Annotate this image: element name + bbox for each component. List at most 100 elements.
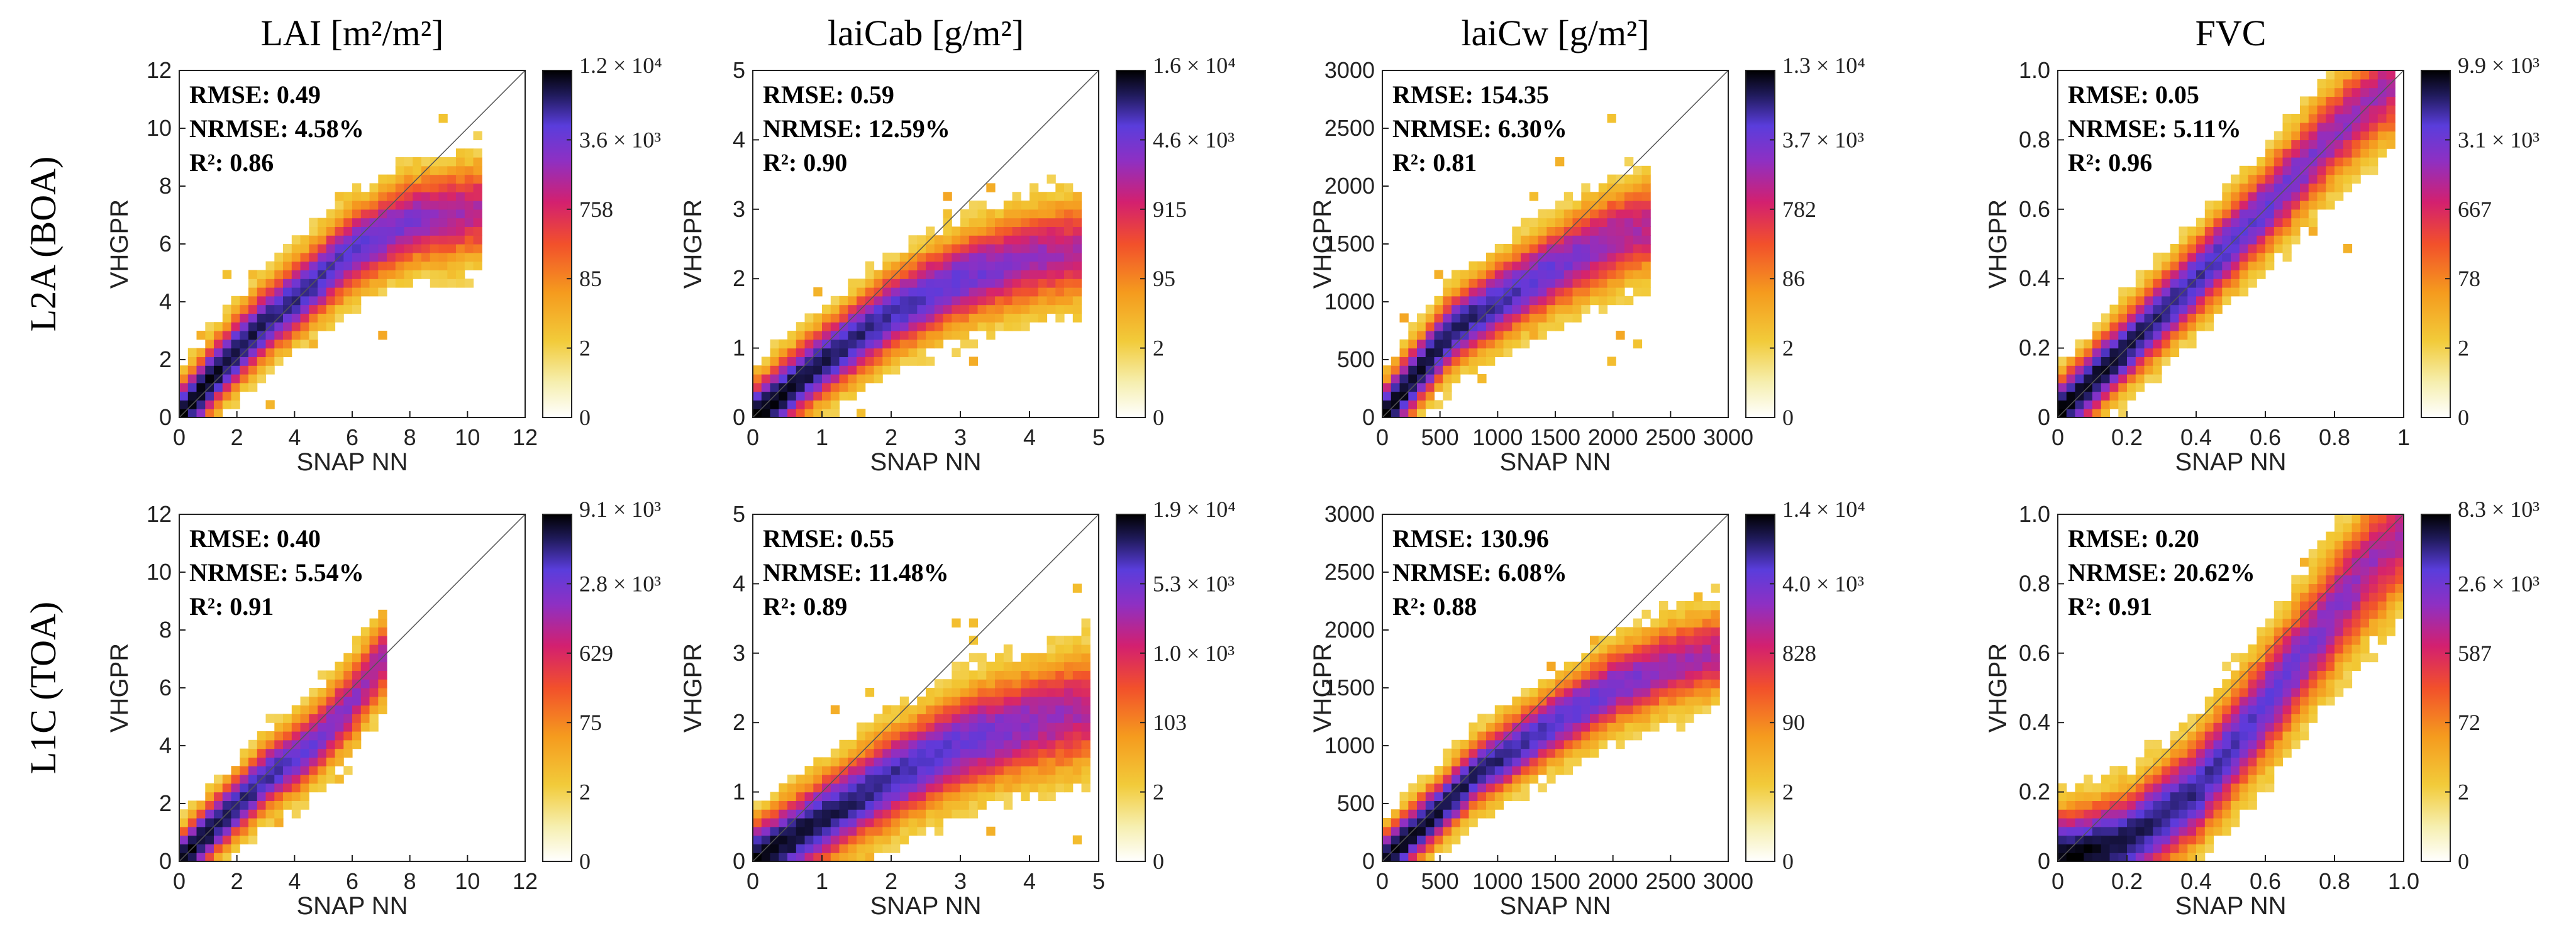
heatmap-cell (753, 382, 762, 392)
heatmap-cell (231, 365, 240, 375)
heatmap-cell (1038, 235, 1048, 245)
heatmap-cell (214, 322, 223, 331)
heatmap-cell (1503, 313, 1513, 323)
heatmap-cell (404, 192, 413, 201)
heatmap-cell (1012, 296, 1021, 306)
heatmap-cell (899, 757, 909, 766)
heatmap-cell (1616, 705, 1625, 714)
heatmap-cell (343, 201, 353, 210)
heatmap-cell (1650, 670, 1660, 680)
heatmap-cell (2153, 853, 2162, 862)
heatmap-cell (1676, 661, 1685, 671)
heatmap-cell (1434, 783, 1443, 793)
heatmap-cell (1650, 714, 1660, 723)
heatmap-cell (2204, 783, 2214, 793)
heatmap-cell (857, 783, 866, 793)
heatmap-cell (283, 792, 292, 801)
heatmap-cell (1581, 748, 1591, 758)
heatmap-cell (813, 400, 823, 409)
heatmap-cell (839, 853, 848, 862)
heatmap-cell (2395, 522, 2404, 533)
heatmap-cell (1607, 201, 1616, 210)
heatmap-cell (787, 365, 797, 375)
heatmap-cell (2360, 96, 2370, 106)
heatmap-cell (2273, 183, 2284, 192)
heatmap-cell (438, 218, 448, 227)
heatmap-cell (960, 757, 970, 766)
heatmap-cell (2273, 705, 2284, 714)
heatmap-cell (2369, 627, 2379, 636)
x-tick-label: 1.0 (2388, 868, 2419, 894)
heatmap-cell (822, 313, 831, 323)
heatmap-cell (2231, 226, 2240, 236)
heatmap-cell (960, 279, 970, 288)
heatmap-cell (2282, 226, 2292, 236)
heatmap-cell (1477, 339, 1487, 349)
heatmap-cell (1598, 296, 1608, 306)
y-tick-label: 10 (147, 115, 172, 141)
heatmap-cell (1521, 252, 1530, 262)
heatmap-cell (1055, 644, 1065, 654)
heatmap-cell (1391, 356, 1401, 366)
heatmap-cell (857, 313, 866, 323)
heatmap-cell (2204, 809, 2214, 819)
heatmap-cell (1417, 356, 1426, 366)
heatmap-cell (1685, 653, 1694, 663)
heatmap-cell (1624, 696, 1634, 706)
heatmap-cell (891, 287, 901, 297)
heatmap-cell (1555, 252, 1565, 262)
heatmap-cell (2196, 835, 2206, 844)
heatmap-cell (917, 279, 926, 288)
heatmap-cell (1529, 748, 1539, 758)
heatmap-cell (222, 400, 232, 409)
y-tick-label: 0.2 (2019, 335, 2050, 361)
heatmap-cell (1659, 653, 1668, 663)
heatmap-cell (464, 174, 474, 184)
heatmap-cell (2386, 514, 2396, 524)
heatmap-cell (2075, 844, 2084, 853)
heatmap-cell (848, 844, 857, 853)
heatmap-cell (2187, 252, 2197, 262)
heatmap-cell (1417, 844, 1426, 853)
heatmap-cell (1494, 322, 1504, 331)
heatmap-cell (2369, 131, 2379, 140)
one-to-one-line (1382, 514, 1729, 862)
heatmap-cell (378, 235, 387, 245)
heatmap-cell (265, 331, 275, 340)
heatmap-cell (413, 244, 422, 253)
heatmap-cell (943, 209, 952, 219)
y-tick-label: 2 (159, 790, 172, 816)
heatmap-cell (2066, 365, 2076, 375)
heatmap-cell (1055, 688, 1065, 697)
heatmap-cell (187, 356, 197, 366)
heatmap-cell (309, 748, 318, 758)
heatmap-cell (779, 853, 788, 862)
heatmap-cell (2369, 114, 2379, 123)
heatmap-cell (360, 270, 370, 279)
heatmap-cell (395, 218, 405, 227)
heatmap-cell (2343, 114, 2353, 123)
heatmap-cell (456, 174, 465, 184)
heatmap-cell (343, 653, 353, 663)
x-tick-label: 2 (231, 868, 243, 894)
heatmap-cell (2213, 809, 2223, 819)
heatmap-cell (196, 374, 206, 384)
heatmap-cell (352, 714, 362, 723)
heatmap-cell (899, 792, 909, 801)
heatmap-cell (2326, 558, 2335, 567)
heatmap-cell (309, 261, 318, 270)
heatmap-cell (1590, 218, 1599, 227)
colorbar-tick-label: 2 (1153, 780, 1164, 805)
heatmap-cell (1641, 705, 1651, 714)
heatmap-cell (248, 322, 258, 331)
heatmap-cell (2084, 844, 2093, 853)
heatmap-cell (1503, 739, 1513, 749)
heatmap-cell (2231, 279, 2240, 288)
heatmap-cell (1081, 670, 1091, 680)
heatmap-cell (1590, 287, 1599, 297)
heatmap-cell (960, 304, 970, 314)
heatmap-cell (1038, 192, 1048, 201)
heatmap-cell (326, 252, 336, 262)
heatmap-cell (1030, 261, 1039, 270)
heatmap-cell (2213, 235, 2223, 245)
